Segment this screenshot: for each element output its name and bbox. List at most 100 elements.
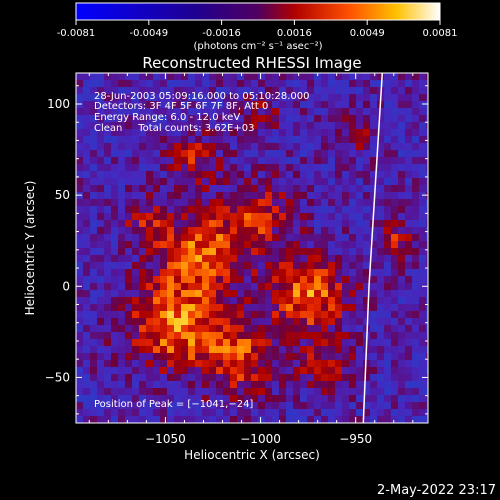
heatmap-cell xyxy=(349,241,356,248)
heatmap-cell xyxy=(125,332,132,339)
heatmap-cell xyxy=(384,248,391,255)
heatmap-cell xyxy=(328,304,335,311)
heatmap-cell xyxy=(188,171,195,178)
heatmap-cell xyxy=(426,381,428,388)
heatmap-cell xyxy=(237,108,244,115)
heatmap-cell xyxy=(160,80,167,87)
heatmap-cell xyxy=(286,353,293,360)
heatmap-cell xyxy=(216,94,223,101)
heatmap-cell xyxy=(272,402,279,409)
heatmap-cell xyxy=(300,185,307,192)
heatmap-cell xyxy=(342,185,349,192)
heatmap-cell xyxy=(265,122,272,129)
heatmap-cell xyxy=(237,129,244,136)
heatmap-cell xyxy=(160,311,167,318)
heatmap-cell xyxy=(293,367,300,374)
heatmap-cell xyxy=(230,171,237,178)
heatmap-cell xyxy=(265,255,272,262)
heatmap-cell xyxy=(328,276,335,283)
heatmap-cell xyxy=(209,395,216,402)
heatmap-cell xyxy=(125,129,132,136)
heatmap-cell xyxy=(132,122,139,129)
heatmap-cell xyxy=(118,416,125,423)
heatmap-cell xyxy=(370,325,377,332)
heatmap-cell xyxy=(286,381,293,388)
heatmap-cell xyxy=(265,164,272,171)
heatmap-cell xyxy=(174,409,181,416)
heatmap-cell xyxy=(90,220,97,227)
heatmap-cell xyxy=(230,108,237,115)
heatmap-cell xyxy=(83,311,90,318)
heatmap-cell xyxy=(398,290,405,297)
solar-limb-line xyxy=(362,73,384,423)
heatmap-cell xyxy=(146,80,153,87)
heatmap-cell xyxy=(202,101,209,108)
heatmap-cell xyxy=(328,367,335,374)
heatmap-cell xyxy=(307,318,314,325)
heatmap-cell xyxy=(335,115,342,122)
heatmap-cell xyxy=(328,332,335,339)
heatmap-cell xyxy=(251,220,258,227)
heatmap-cell xyxy=(153,108,160,115)
heatmap-cell xyxy=(132,381,139,388)
heatmap-cell xyxy=(349,227,356,234)
heatmap-cell xyxy=(195,297,202,304)
heatmap-cell xyxy=(230,136,237,143)
heatmap-cell xyxy=(188,136,195,143)
heatmap-cell xyxy=(328,409,335,416)
heatmap-cell xyxy=(335,353,342,360)
heatmap-cell xyxy=(118,150,125,157)
heatmap-cell xyxy=(370,136,377,143)
heatmap-cell xyxy=(279,171,286,178)
heatmap-cell xyxy=(97,115,104,122)
heatmap-cell xyxy=(181,255,188,262)
heatmap-cell xyxy=(258,262,265,269)
heatmap-cell xyxy=(195,115,202,122)
heatmap-cell xyxy=(118,178,125,185)
heatmap-cell xyxy=(244,94,251,101)
heatmap-cell xyxy=(349,318,356,325)
heatmap-cell xyxy=(335,73,342,80)
heatmap-cell xyxy=(405,304,412,311)
heatmap-cell xyxy=(174,353,181,360)
heatmap-cell xyxy=(426,262,428,269)
heatmap-cell xyxy=(251,108,258,115)
heatmap-cell xyxy=(272,143,279,150)
heatmap-cell xyxy=(146,402,153,409)
heatmap-cell xyxy=(258,129,265,136)
heatmap-cell xyxy=(174,94,181,101)
heatmap-cell xyxy=(398,143,405,150)
heatmap-cell xyxy=(230,115,237,122)
heatmap-cell xyxy=(251,94,258,101)
heatmap-cell xyxy=(391,409,398,416)
heatmap-cell xyxy=(188,199,195,206)
heatmap-cell xyxy=(230,353,237,360)
heatmap-cell xyxy=(90,157,97,164)
heatmap-cell xyxy=(391,276,398,283)
heatmap-cell xyxy=(244,290,251,297)
heatmap-cell xyxy=(118,388,125,395)
heatmap-cell xyxy=(391,136,398,143)
heatmap-cell xyxy=(335,136,342,143)
heatmap-cell xyxy=(132,318,139,325)
heatmap-cell xyxy=(286,276,293,283)
heatmap-cell xyxy=(391,346,398,353)
heatmap-cell xyxy=(251,269,258,276)
heatmap-cell xyxy=(125,122,132,129)
heatmap-cell xyxy=(90,227,97,234)
heatmap-cell xyxy=(111,199,118,206)
heatmap-cell xyxy=(279,164,286,171)
heatmap-cell xyxy=(202,346,209,353)
heatmap-cell xyxy=(202,381,209,388)
heatmap-cell xyxy=(419,367,426,374)
heatmap-cell xyxy=(398,269,405,276)
heatmap-cell xyxy=(426,325,428,332)
heatmap-cell xyxy=(412,255,419,262)
heatmap-cell xyxy=(321,353,328,360)
heatmap-cell xyxy=(370,290,377,297)
heatmap-cell xyxy=(216,101,223,108)
heatmap-cell xyxy=(265,248,272,255)
heatmap-cell xyxy=(265,80,272,87)
heatmap-cell xyxy=(118,129,125,136)
heatmap-cell xyxy=(104,171,111,178)
